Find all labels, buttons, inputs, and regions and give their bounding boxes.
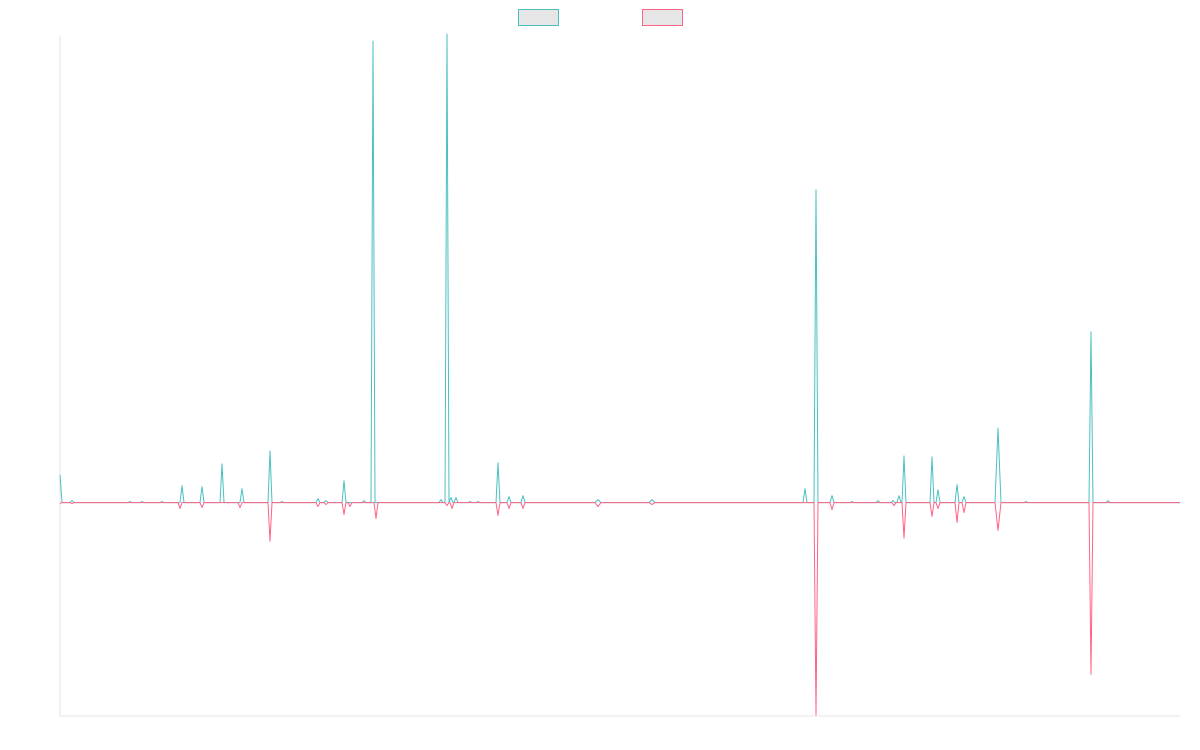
series-line-1 bbox=[59, 502, 1180, 716]
legend-swatch-0[interactable] bbox=[518, 9, 559, 26]
axes bbox=[59, 36, 1180, 717]
plot-area bbox=[59, 33, 1180, 716]
series-line-0 bbox=[59, 33, 1180, 504]
legend-swatch-1[interactable] bbox=[642, 9, 683, 26]
legend bbox=[518, 9, 683, 26]
